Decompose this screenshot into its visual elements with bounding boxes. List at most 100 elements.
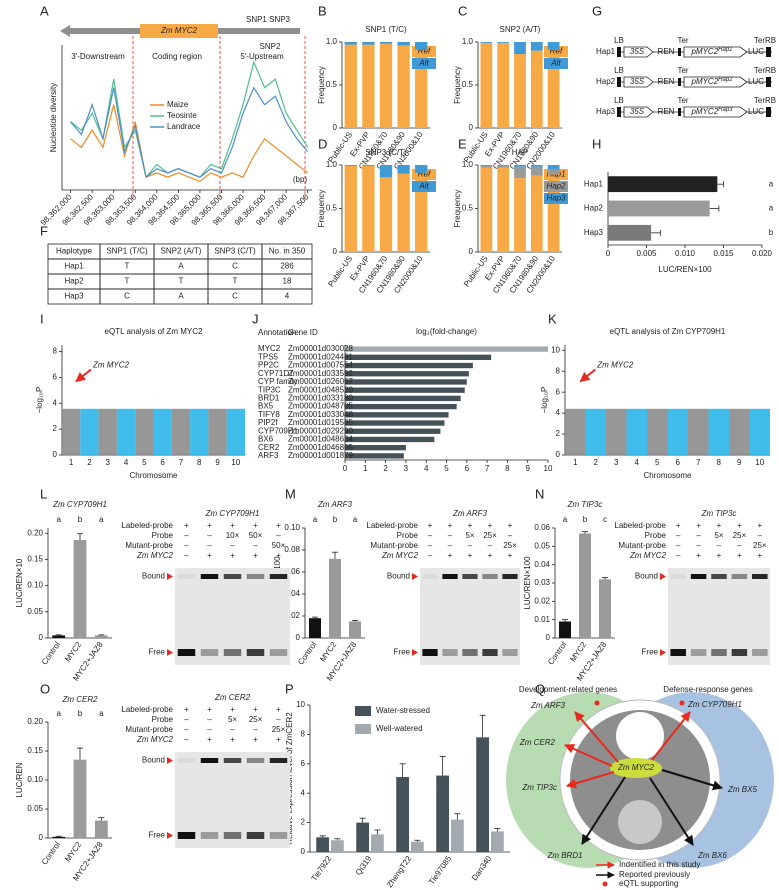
gel-row-label: Zm MYC2 — [629, 551, 667, 560]
gene-label: Zm TIP3c — [521, 783, 557, 792]
annotation-arrow — [579, 368, 596, 383]
bar — [94, 635, 108, 638]
bar — [436, 775, 450, 852]
bar-segment — [397, 45, 410, 128]
allele: Hap2 — [718, 77, 733, 83]
x-tick-label: 0.015 — [713, 249, 734, 258]
gel-band — [670, 574, 686, 579]
x-tick-label: 5 — [655, 458, 660, 467]
y-tick-label: 4 — [301, 788, 306, 797]
x-tick-label: 10 — [755, 458, 764, 467]
bar-segment — [547, 174, 560, 252]
chart-title: SNP2 (A/T) — [500, 25, 541, 34]
table-text: Hap1 — [64, 262, 84, 271]
panel-label: L — [40, 486, 47, 501]
x-tick-label: 10 — [231, 458, 240, 467]
x-tick-label: 0 — [606, 249, 611, 258]
gel-cell: 10× — [226, 531, 240, 540]
gel-band — [177, 758, 196, 763]
gel-band — [482, 649, 498, 656]
legend-swatch — [412, 46, 436, 57]
core-hole — [616, 712, 664, 760]
bar-segment — [530, 42, 543, 51]
x-tick-label: 2 — [383, 464, 388, 473]
x-tick-label: 8 — [505, 464, 510, 473]
border — [617, 77, 621, 87]
x-tick-label: 8 — [717, 458, 722, 467]
promoter-myc2 — [683, 76, 748, 88]
y-axis-label: LUC/REN×10 — [15, 558, 24, 607]
x-tick-label: 6 — [465, 464, 470, 473]
chart-title: SNP1 (T/C) — [365, 25, 407, 34]
y-tick-label: 0.05 — [27, 607, 43, 616]
promoter-name: pMYC2 — [690, 77, 718, 86]
y-tick-label: 0.06 — [284, 567, 300, 576]
gel-cell: 25× — [249, 715, 263, 724]
legend-label: Ref — [550, 47, 563, 56]
bar-segment — [530, 165, 543, 167]
x-axis-label: Chromosome — [129, 471, 178, 480]
gene-label: Zm CER2 — [519, 738, 556, 747]
gel-cell: 5× — [465, 531, 474, 540]
gel-cell: – — [717, 541, 722, 550]
part-label: LB — [614, 36, 624, 45]
y-tick-label: 2 — [556, 429, 561, 438]
gel-cell: – — [276, 531, 281, 540]
bar — [476, 737, 490, 852]
bar — [316, 837, 330, 852]
gel-row-label: Labeled-probe — [121, 705, 173, 714]
bound-marker — [660, 573, 666, 580]
bar-segment — [344, 165, 357, 166]
y-tick-label: 6 — [53, 372, 58, 381]
gel-label: Free — [642, 648, 659, 657]
legend-label: Alt — [550, 59, 561, 68]
table-text: A — [178, 262, 184, 271]
gel-cell: + — [696, 551, 701, 560]
table-text: T — [125, 262, 130, 271]
x-tick-label: 5 — [142, 458, 147, 467]
letter: a — [769, 179, 774, 188]
gel-band — [752, 649, 768, 656]
part-label: LUC — [748, 107, 764, 116]
y-tick-label: Hap3 — [584, 228, 604, 237]
gel-cell: 5× — [714, 531, 723, 540]
chart-title: eQTL analysis of Zm MYC2 — [105, 327, 204, 336]
bar-segment — [362, 165, 375, 252]
gel-band — [711, 649, 727, 656]
gel-band — [223, 649, 242, 656]
panel-label: E — [458, 136, 467, 151]
y-tick-label: 0.04 — [534, 560, 550, 569]
series-line — [70, 86, 309, 179]
red-arrows — [564, 711, 691, 789]
hap-label: Hap2 — [596, 77, 616, 86]
gel-cell: – — [184, 725, 189, 734]
bar-segment — [397, 165, 410, 174]
bar-segment — [514, 42, 526, 55]
y-tick-label: 0.05 — [534, 541, 550, 550]
gel-cell: 25× — [483, 531, 497, 540]
chromosome-band — [647, 408, 668, 455]
y-tick-label: 0.5 — [326, 204, 338, 213]
chromosome-band — [606, 408, 627, 455]
bar-segment — [379, 43, 393, 128]
y-tick-label: 4 — [556, 408, 561, 417]
column-header: Gene ID — [288, 328, 318, 337]
y-tick-label: 0 — [333, 247, 338, 256]
legend-label: Reported previously — [619, 870, 690, 879]
legend-swatch — [544, 181, 568, 192]
terminator — [678, 78, 681, 86]
arrow — [566, 771, 615, 789]
gel-cell: 25× — [733, 531, 747, 540]
x-tick-label: 3 — [614, 458, 619, 467]
chromosome-band — [729, 408, 750, 455]
chart-title: Zm CER2 — [61, 695, 98, 704]
annotation: Zm MYC2 — [596, 361, 634, 370]
gel-row-label: Probe — [152, 715, 174, 724]
table-text: A — [178, 292, 184, 301]
gel-row-label: Mutant-probe — [618, 541, 666, 550]
y-tick-label: 1.0 — [326, 37, 338, 46]
gel-band — [246, 574, 265, 579]
gel-title: Zm CYP709H1 — [205, 509, 260, 518]
chromosome-band — [688, 408, 709, 455]
annotation: Zm MYC2 — [92, 361, 130, 370]
